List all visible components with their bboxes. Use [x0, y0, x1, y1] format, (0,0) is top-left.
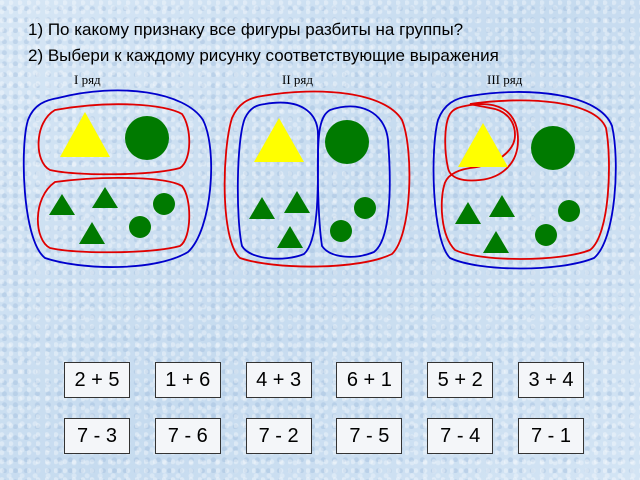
expression-card[interactable]: 6 + 1 [336, 362, 403, 398]
outer-boundary-3-inner [440, 99, 610, 260]
circle-green-small [558, 200, 580, 222]
expression-card[interactable]: 1 + 6 [154, 362, 221, 398]
triangle-green-small [277, 226, 303, 248]
inner-boundary-2b [316, 105, 391, 258]
triangle-green-small [92, 187, 118, 208]
expression-card[interactable]: 7 - 5 [336, 418, 403, 454]
inner-boundary-3 [444, 103, 519, 182]
circle-green-small [153, 193, 175, 215]
row-label-2: II ряд [282, 72, 314, 87]
question-2: 2) Выбери к каждому рисунку соответствую… [28, 46, 499, 65]
difference-expressions-row: 7 - 3 7 - 6 7 - 2 7 - 5 7 - 4 7 - 1 [64, 418, 584, 454]
triangle-green-small [455, 202, 481, 224]
circle-green-small [330, 220, 352, 242]
triangle-green-small [79, 222, 105, 244]
group-row-3 [432, 91, 617, 270]
circle-green-small [535, 224, 557, 246]
expression-card[interactable]: 3 + 4 [517, 362, 584, 398]
group-row-1 [22, 89, 213, 268]
outer-boundary-3 [432, 91, 617, 270]
expression-card[interactable]: 7 - 3 [64, 418, 130, 454]
expression-card[interactable]: 5 + 2 [427, 362, 494, 398]
circle-green-large [125, 116, 169, 160]
triangle-yellow [458, 123, 508, 167]
row-label-3: III ряд [487, 72, 523, 87]
triangle-green-small [489, 195, 515, 217]
expression-card[interactable]: 7 - 4 [427, 418, 494, 454]
expression-card[interactable]: 7 - 2 [245, 418, 312, 454]
inner-boundary-1a [37, 103, 191, 176]
triangle-yellow [254, 118, 304, 162]
expression-card[interactable]: 2 + 5 [64, 362, 130, 398]
row-label-1: I ряд [74, 72, 101, 87]
inner-boundary-2a [236, 101, 319, 260]
triangle-green-small [49, 194, 75, 215]
expression-card[interactable]: 7 - 6 [154, 418, 221, 454]
question-1: 1) По какому признаку все фигуры разбиты… [28, 20, 464, 39]
outer-boundary-2 [223, 90, 411, 268]
group-row-2 [223, 90, 411, 268]
expression-card[interactable]: 4 + 3 [245, 362, 312, 398]
triangle-green-small [483, 231, 509, 253]
sum-expressions-row: 2 + 5 1 + 6 4 + 3 6 + 1 5 + 2 3 + 4 [64, 362, 584, 398]
triangle-green-small [284, 191, 310, 213]
outer-boundary-1 [22, 89, 213, 268]
circle-green-small [354, 197, 376, 219]
expression-card[interactable]: 7 - 1 [517, 418, 584, 454]
circle-green-large [531, 126, 575, 170]
triangle-green-small [249, 197, 275, 219]
inner-boundary-1b [36, 177, 191, 254]
circle-green-large [325, 120, 369, 164]
triangle-yellow [60, 112, 110, 157]
circle-green-small [129, 216, 151, 238]
